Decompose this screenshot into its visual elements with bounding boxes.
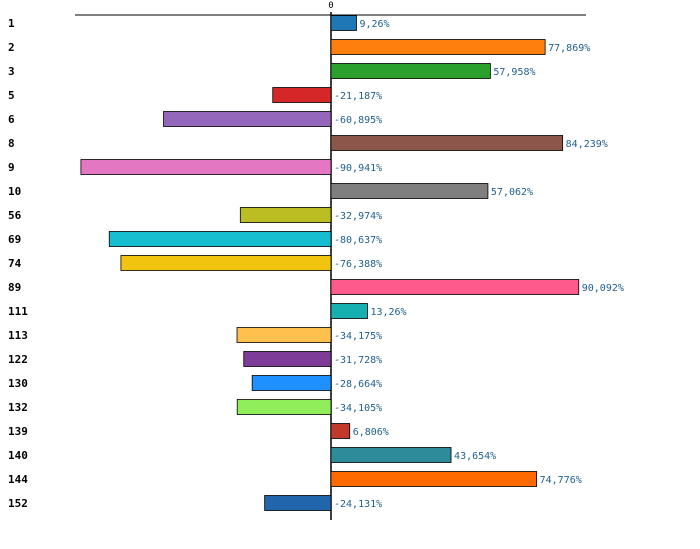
value-label-140: 43,654%	[454, 451, 496, 462]
category-label-144: 144	[8, 473, 28, 486]
category-label-111: 111	[8, 305, 28, 318]
value-label-74: -76,388%	[334, 259, 382, 270]
bar-113	[236, 327, 332, 343]
bar-5	[272, 87, 332, 103]
category-label-89: 89	[8, 281, 21, 294]
bar-69	[108, 231, 332, 247]
value-label-1: 9,26%	[359, 19, 389, 30]
category-label-69: 69	[8, 233, 21, 246]
value-label-152: -24,131%	[334, 499, 382, 510]
category-label-152: 152	[8, 497, 28, 510]
bar-144	[330, 471, 538, 487]
value-label-9: -90,941%	[334, 163, 382, 174]
bar-122	[243, 351, 332, 367]
bars	[80, 15, 580, 511]
bar-111	[330, 303, 368, 319]
bar-3	[330, 63, 491, 79]
bar-8	[330, 135, 564, 151]
bar-140	[330, 447, 452, 463]
bar-74	[120, 255, 332, 271]
bar-132	[236, 399, 332, 415]
value-label-3: 57,958%	[493, 67, 535, 78]
category-label-6: 6	[8, 113, 15, 126]
category-labels: 1235689105669748911111312213013213914014…	[8, 17, 28, 510]
value-label-132: -34,105%	[334, 403, 382, 414]
value-label-5: -21,187%	[334, 91, 382, 102]
category-label-9: 9	[8, 161, 15, 174]
category-label-113: 113	[8, 329, 28, 342]
value-label-10: 57,062%	[491, 187, 533, 198]
bar-139	[330, 423, 351, 439]
value-label-144: 74,776%	[540, 475, 582, 486]
category-label-5: 5	[8, 89, 15, 102]
category-label-122: 122	[8, 353, 28, 366]
bar-89	[330, 279, 580, 295]
category-label-1: 1	[8, 17, 15, 30]
value-label-113: -34,175%	[334, 331, 382, 342]
bar-10	[330, 183, 489, 199]
value-label-89: 90,092%	[582, 283, 624, 294]
value-label-139: 6,806%	[353, 427, 389, 438]
value-label-6: -60,895%	[334, 115, 382, 126]
value-label-8: 84,239%	[566, 139, 608, 150]
category-label-10: 10	[8, 185, 21, 198]
bar-2	[330, 39, 546, 55]
bar-130	[251, 375, 332, 391]
bar-56	[239, 207, 332, 223]
category-label-139: 139	[8, 425, 28, 438]
category-label-2: 2	[8, 41, 15, 54]
value-label-2: 77,869%	[548, 43, 590, 54]
value-labels: 9,26% 77,869% 57,958% -21,187% -60,895% 84,23…	[334, 19, 624, 510]
category-label-140: 140	[8, 449, 28, 462]
bar-1	[330, 15, 357, 31]
category-label-3: 3	[8, 65, 15, 78]
category-label-130: 130	[8, 377, 28, 390]
value-label-130: -28,664%	[334, 379, 382, 390]
bar-152	[264, 495, 332, 511]
value-label-111: 13,26%	[370, 307, 406, 318]
zero-tick-label: 0	[328, 1, 333, 11]
value-label-122: -31,728%	[334, 355, 382, 366]
bar-6	[163, 111, 332, 127]
bar-9	[80, 159, 332, 175]
value-label-56: -32,974%	[334, 211, 382, 222]
category-label-8: 8	[8, 137, 15, 150]
value-label-69: -80,637%	[334, 235, 382, 246]
category-label-132: 132	[8, 401, 28, 414]
category-label-56: 56	[8, 209, 22, 222]
category-label-74: 74	[8, 257, 22, 270]
